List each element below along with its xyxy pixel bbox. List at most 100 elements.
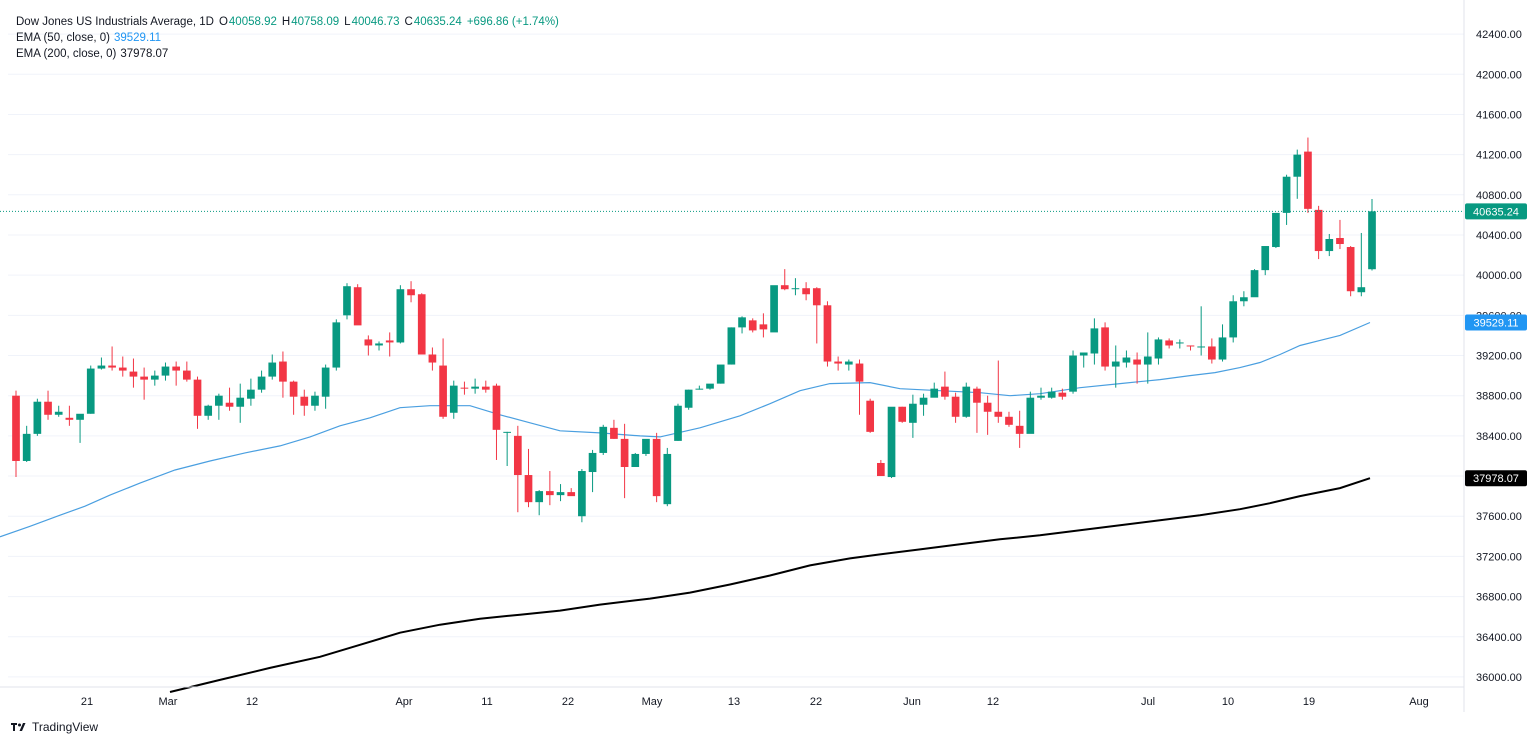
legend-ema200-label: EMA (200, close, 0) bbox=[16, 48, 117, 60]
candle-body bbox=[844, 361, 853, 365]
x-tick-label: 21 bbox=[81, 696, 93, 708]
price-tag-bg bbox=[1465, 470, 1527, 487]
candle-body bbox=[652, 438, 661, 497]
candle-body bbox=[481, 386, 490, 390]
candle-body bbox=[1005, 416, 1013, 425]
candle-body bbox=[642, 438, 650, 454]
candle-body bbox=[1346, 247, 1355, 292]
candle-body bbox=[215, 395, 223, 406]
candle-body bbox=[279, 361, 287, 382]
candle-body bbox=[535, 491, 544, 503]
y-tick-label: 42000.00 bbox=[1476, 69, 1522, 81]
ema200-line bbox=[169, 477, 1371, 693]
candle-body bbox=[866, 400, 875, 432]
candle-body bbox=[748, 320, 757, 331]
candle-body bbox=[909, 403, 917, 423]
y-tick-label: 37600.00 bbox=[1476, 511, 1522, 523]
price-tag: 40635.24 bbox=[1465, 203, 1527, 220]
candle-body bbox=[1218, 337, 1227, 360]
time-axis[interactable]: 21 Mar 12 Apr 11 22 May 13 22 Jun 12 Jul 10 19 Aug bbox=[81, 696, 1429, 708]
chart-legend: Dow Jones US Industrials Average, 1D O 40… bbox=[16, 14, 560, 62]
candle-body bbox=[364, 339, 373, 346]
candle-body bbox=[1026, 397, 1035, 434]
candle-body bbox=[930, 388, 939, 398]
legend-ema50-value: 39529.11 bbox=[113, 32, 162, 44]
candle-body bbox=[1133, 359, 1141, 365]
x-tick-label: 22 bbox=[562, 696, 574, 708]
candle-body bbox=[204, 405, 213, 416]
candle-body bbox=[1197, 346, 1206, 348]
candle-body bbox=[471, 386, 479, 389]
candle-body bbox=[321, 367, 330, 397]
candle-body bbox=[1037, 395, 1045, 398]
legend-ema200-value: 37978.07 bbox=[120, 48, 169, 60]
candle-body bbox=[588, 452, 597, 473]
y-tick-label: 40800.00 bbox=[1476, 190, 1522, 202]
candle-body bbox=[513, 435, 522, 476]
candle-body bbox=[1186, 345, 1195, 347]
x-tick-label: May bbox=[642, 696, 663, 708]
candle-body bbox=[706, 383, 714, 389]
tradingview-logo[interactable]: TradingView bbox=[10, 720, 98, 734]
candle-body bbox=[1122, 357, 1131, 363]
legend-change: +696.86 (+1.74%) bbox=[466, 16, 559, 28]
candle-body bbox=[492, 385, 501, 430]
candle-body bbox=[1250, 270, 1259, 298]
candle-body bbox=[674, 405, 682, 441]
candle-body bbox=[759, 324, 768, 330]
legend-close: 40635.24 bbox=[413, 16, 462, 28]
candle-body bbox=[983, 402, 992, 412]
candle-body bbox=[631, 453, 640, 468]
candle-body bbox=[343, 286, 351, 316]
candle-body bbox=[1165, 340, 1173, 346]
candle-body bbox=[941, 386, 949, 397]
candle-body bbox=[44, 401, 52, 415]
candle-body bbox=[1015, 425, 1024, 434]
candle-body bbox=[919, 397, 928, 405]
candle-body bbox=[22, 433, 31, 461]
candle-body bbox=[620, 438, 629, 468]
candle-body bbox=[1336, 237, 1344, 245]
candle-body bbox=[962, 386, 971, 417]
legend-l-label: L bbox=[344, 16, 351, 28]
candle-body bbox=[1293, 154, 1302, 177]
candle-body bbox=[460, 387, 469, 389]
candle-body bbox=[257, 376, 266, 390]
candle-body bbox=[396, 289, 405, 343]
x-tick-label: Jul bbox=[1141, 696, 1155, 708]
candle-body bbox=[1101, 327, 1109, 367]
candle-body bbox=[1069, 355, 1077, 392]
y-tick-label: 41200.00 bbox=[1476, 150, 1522, 162]
price-tags: 40635.24 39529.11 37978.07 bbox=[1465, 203, 1527, 487]
candle-body bbox=[65, 417, 74, 420]
candle-body bbox=[791, 288, 800, 290]
candle-body bbox=[1229, 301, 1238, 338]
candle-body bbox=[54, 411, 63, 415]
candle-body bbox=[108, 365, 116, 368]
x-tick-label: Jun bbox=[903, 696, 921, 708]
legend-ema200-row[interactable]: EMA (200, close, 0) 37978.07 bbox=[16, 46, 560, 62]
legend-symbol[interactable]: Dow Jones US Industrials Average, 1D bbox=[16, 16, 214, 28]
candle-body bbox=[33, 401, 42, 434]
legend-ema50-row[interactable]: EMA (50, close, 0) 39529.11 bbox=[16, 30, 560, 46]
y-tick-label: 36800.00 bbox=[1476, 592, 1522, 604]
x-tick-label: Apr bbox=[395, 696, 412, 708]
candle-body bbox=[994, 411, 1003, 417]
candle-body bbox=[663, 453, 672, 505]
candle-body bbox=[1111, 361, 1120, 367]
price-tag-bg bbox=[1465, 203, 1527, 220]
candle-body bbox=[578, 471, 586, 517]
price-tag-label: 39529.11 bbox=[1473, 317, 1518, 329]
candle-body bbox=[780, 285, 789, 290]
x-tick-label: 13 bbox=[728, 696, 740, 708]
x-tick-label: Aug bbox=[1409, 696, 1429, 708]
candle-body bbox=[1304, 151, 1312, 209]
legend-c-label: C bbox=[404, 16, 413, 28]
legend-low: 40046.73 bbox=[351, 16, 400, 28]
candle-body bbox=[1047, 391, 1056, 398]
x-tick-label: 10 bbox=[1222, 696, 1234, 708]
candle-body bbox=[449, 385, 458, 413]
price-tag-label: 37978.07 bbox=[1473, 473, 1519, 485]
candle-body bbox=[1090, 328, 1099, 354]
